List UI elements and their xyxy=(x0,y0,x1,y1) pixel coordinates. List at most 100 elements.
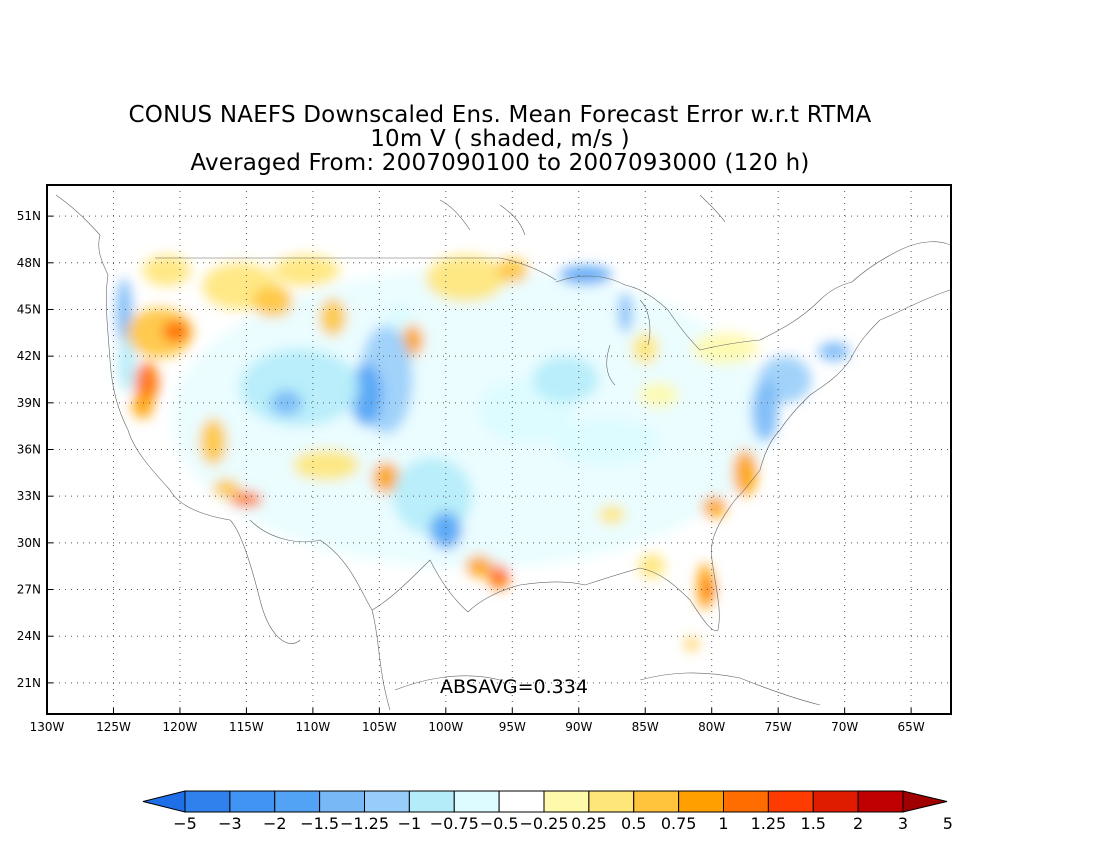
colorbar-label: −0.25 xyxy=(519,814,568,833)
colorbar-label: −5 xyxy=(173,814,197,833)
error-region xyxy=(488,564,510,590)
error-region xyxy=(429,511,462,550)
colorbar-swatch xyxy=(408,790,455,813)
error-region xyxy=(732,449,757,497)
lon-tick-label: 70W xyxy=(831,720,858,734)
latitude-labels: 21N 24N 27N 30N 33N 36N 39N 42N 45N 48N 51N xyxy=(17,209,53,690)
error-region xyxy=(703,577,715,602)
colorbar-label: −3 xyxy=(218,814,242,833)
colorbar-swatch xyxy=(229,790,276,813)
colorbar-swatch xyxy=(767,790,814,813)
error-region xyxy=(292,449,360,481)
lat-tick-label: 24N xyxy=(17,629,41,643)
lat-tick-label: 39N xyxy=(17,396,41,410)
lon-tick-label: 100W xyxy=(428,720,463,734)
error-region xyxy=(273,255,340,287)
colorbar-label: −0.75 xyxy=(430,814,479,833)
lat-tick-label: 21N xyxy=(17,676,41,690)
colorbar-label: 2 xyxy=(853,814,863,833)
error-region xyxy=(818,342,850,361)
colorbar-swatch xyxy=(319,790,365,813)
colorbar-label: 5 xyxy=(943,814,953,833)
error-region xyxy=(552,418,659,466)
lon-tick-label: 75W xyxy=(765,720,792,734)
lon-tick-label: 110W xyxy=(295,720,330,734)
error-region xyxy=(465,555,493,578)
lon-tick-label: 95W xyxy=(499,720,526,734)
lon-tick-label: 130W xyxy=(30,720,65,734)
longitude-labels: 130W 125W 120W 115W 110W 105W 100W 95W 90W 85W 80W… xyxy=(30,708,925,734)
error-region xyxy=(117,335,137,392)
colorbar-label: −1.5 xyxy=(300,814,339,833)
error-region xyxy=(319,298,347,336)
colorbar-label: −2 xyxy=(263,814,287,833)
error-region xyxy=(230,491,263,508)
background-shading xyxy=(172,268,773,569)
error-region xyxy=(618,292,632,333)
map-title-line3: Averaged From: 2007090100 to 2007093000 … xyxy=(190,150,810,176)
lon-tick-label: 105W xyxy=(362,720,397,734)
error-region xyxy=(751,379,779,442)
colorbar-swatch xyxy=(453,790,500,813)
colorbar-label: 1 xyxy=(718,814,728,833)
lon-tick-label: 115W xyxy=(229,720,264,734)
colorbar-label: −1 xyxy=(398,814,422,833)
colorbar-low-arrow xyxy=(142,790,186,813)
colorbar-swatch xyxy=(812,790,859,813)
lon-tick-label: 65W xyxy=(898,720,925,734)
error-region xyxy=(132,393,154,419)
colorbar-label: 1.25 xyxy=(751,814,787,833)
colorbar-swatch xyxy=(498,790,545,813)
error-region xyxy=(126,307,194,358)
error-region xyxy=(386,304,413,330)
colorbar-swatch xyxy=(857,790,904,813)
lat-tick-label: 30N xyxy=(17,536,41,550)
error-region xyxy=(638,382,679,408)
lon-tick-label: 125W xyxy=(96,720,131,734)
lon-tick-label: 80W xyxy=(698,720,725,734)
colorbar-label: 0.75 xyxy=(661,814,697,833)
lat-tick-label: 36N xyxy=(17,443,41,457)
absavg-label: ABSAVG=0.334 xyxy=(440,676,588,698)
colorbar-label: 1.5 xyxy=(801,814,826,833)
colorbar-label: −0.5 xyxy=(480,814,519,833)
error-region xyxy=(213,479,240,498)
error-region xyxy=(199,418,227,466)
lon-tick-label: 90W xyxy=(565,720,592,734)
error-region xyxy=(691,332,759,364)
colorbar-labels: −5 −3 −2 −1.5 −1.25 −1 −0.75 −0.5 −0.25 0.25 0.5 0.… xyxy=(173,814,953,833)
colorbar-swatch xyxy=(678,790,724,813)
lon-tick-label: 85W xyxy=(632,720,659,734)
colorbar-swatch xyxy=(588,790,635,813)
coastlines xyxy=(55,194,951,711)
error-region xyxy=(496,258,529,284)
error-region xyxy=(638,553,666,579)
error-region xyxy=(685,637,699,651)
error-region xyxy=(558,265,612,285)
error-region xyxy=(532,356,599,403)
lat-tick-label: 27N xyxy=(17,583,41,597)
error-region xyxy=(253,286,293,318)
colorbar-label: 3 xyxy=(898,814,908,833)
error-region xyxy=(425,255,506,302)
lat-tick-label: 51N xyxy=(17,209,41,223)
lat-tick-label: 33N xyxy=(17,489,41,503)
colorbar-swatch xyxy=(633,790,680,813)
map-title-line2: 10m V ( shaded, m/s ) xyxy=(370,126,630,152)
error-region xyxy=(270,390,303,416)
colorbar-swatch xyxy=(184,790,231,813)
error-region xyxy=(702,496,727,518)
colorbar-swatch xyxy=(364,790,410,813)
colorbar-high-arrow xyxy=(902,790,948,813)
error-region xyxy=(239,348,360,427)
error-region xyxy=(162,320,190,343)
lat-tick-label: 45N xyxy=(17,302,41,316)
lat-tick-label: 42N xyxy=(17,349,41,363)
colorbar xyxy=(142,790,948,813)
colorbar-label: 0.5 xyxy=(621,814,646,833)
colorbar-swatch xyxy=(723,790,769,813)
error-shading xyxy=(116,255,850,651)
error-region xyxy=(631,332,659,364)
colorbar-swatch xyxy=(274,790,321,813)
